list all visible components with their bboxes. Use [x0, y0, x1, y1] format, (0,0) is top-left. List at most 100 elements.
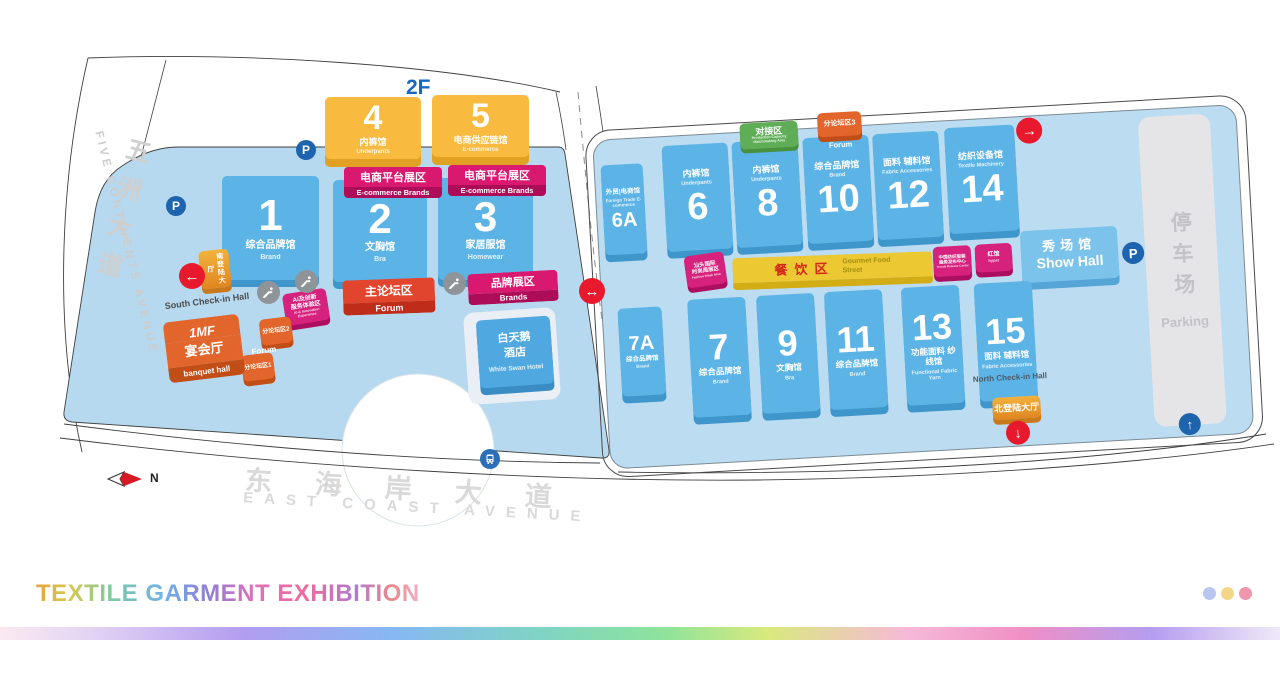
route-both-ways-arrow-icon: ↔	[579, 278, 605, 304]
hall-name-zh: 内裤馆	[682, 167, 710, 179]
parking-letter: P	[1128, 245, 1138, 261]
hall-number: 14	[960, 167, 1005, 212]
hall-9[interactable]: 9 文胸馆 Bra	[755, 292, 821, 414]
hall-7[interactable]: 7 综合品牌馆 Brand	[687, 296, 752, 418]
hall-13[interactable]: 13 功能面料 纱线馆 Functional Fabric Yarn	[900, 284, 966, 406]
hall-number: 15	[984, 309, 1027, 353]
hall-1[interactable]: 1 综合品牌馆 Brand	[222, 176, 319, 280]
zone-en: hyper	[988, 257, 1000, 264]
hall-8[interactable]: 内裤馆 Underpants 8	[731, 138, 804, 249]
banner-en: E-commerce Brands	[448, 185, 546, 196]
hall-number: 9	[776, 321, 799, 365]
hall-name-zh: 纺织设备馆	[957, 148, 1004, 162]
escalator-icon	[257, 281, 280, 304]
hall-name-en: Brand	[829, 172, 846, 179]
sub-forum-zh: 分论坛区1	[244, 361, 272, 372]
hotel-name-en: White Swan Hotel	[488, 362, 544, 374]
hall-name-zh: 文胸馆	[775, 361, 803, 374]
parking-icon: P	[296, 140, 316, 160]
hall-name-en: Brand	[849, 370, 866, 378]
hall-name-zh: 功能面料 纱线馆	[910, 345, 957, 367]
hall-number: 7	[707, 325, 730, 368]
ecommerce-banner-right: 电商平台展区 E-commerce Brands	[448, 165, 546, 196]
hall-name-zh: 综合品牌馆	[835, 357, 879, 370]
parking-letter: P	[301, 143, 310, 157]
hall-name-en: Underpants	[751, 175, 782, 184]
ecommerce-banner-left: 电商平台展区 E-commerce Brands	[344, 167, 442, 198]
footer-dot-blue	[1203, 587, 1216, 600]
food-street-zh: 餐饮区	[774, 260, 835, 278]
compass-north-label: N	[150, 471, 159, 485]
hall-12[interactable]: 面料 辅料馆 Fabric Accessories 12	[872, 130, 944, 241]
banner-en: E-commerce Brands	[344, 187, 442, 198]
hall-name-zh: 综合品牌馆	[698, 365, 742, 378]
route-left-arrow-icon: ←	[179, 263, 205, 289]
compass-icon	[106, 470, 142, 488]
hall-10[interactable]: 综合品牌馆 Brand 10	[802, 134, 875, 245]
hall-4[interactable]: 4 内裤馆 Underpants	[325, 97, 421, 159]
hall-number: 4	[363, 98, 383, 137]
matchmaking-zone[interactable]: 对接区 Production Capacity Matchmaking Area	[739, 120, 799, 150]
road-edge-top	[87, 56, 561, 93]
page-title: TEXTILE GARMENT EXHIBITION	[36, 580, 420, 607]
sub-forum-3[interactable]: 分论坛区3	[816, 110, 863, 138]
road-edge-south-1	[63, 423, 601, 464]
north-checkin-hall-block[interactable]: 北登陆大厅	[992, 395, 1042, 421]
hall-number: 6A	[611, 208, 638, 232]
floor-2f-label: 2F	[406, 76, 431, 99]
banquet-hall[interactable]: 1MF 宴会厅 banquet hall	[162, 313, 246, 384]
hall-5[interactable]: 5 电商供应链馆 E-commerce	[432, 95, 529, 157]
hall-number: 2	[368, 195, 392, 243]
hall-14[interactable]: 纺织设备馆 Textile Machinery 14	[943, 124, 1020, 235]
footer-dot-yellow	[1221, 587, 1234, 600]
hall-name-en: Fabric Accessories	[982, 361, 1033, 371]
brands-banner: 品牌展区 Brands	[467, 269, 559, 306]
sub-forum-zh: 分论坛区3	[823, 119, 856, 129]
hall-name-zh: 面料 辅料馆	[983, 349, 1030, 362]
fashion-week-zone[interactable]: 汕头国际 时尚周展区 Fashion Week Area	[683, 251, 728, 289]
trend-release-zone[interactable]: 中国纺织服装 趋势发布中心 Trends Release Center	[932, 245, 973, 278]
hotel-name-zh2: 酒店	[503, 346, 527, 360]
hall-number: 6	[686, 185, 710, 229]
zone-en: Trends Release Center	[936, 262, 969, 269]
banner-zh: 电商平台展区	[344, 167, 442, 187]
hall-name-en: E-commerce	[462, 146, 499, 153]
bus-station-icon	[480, 449, 500, 469]
escalator-icon	[443, 272, 466, 295]
zone-en2: Matchmaking Area	[753, 138, 786, 145]
hall-number: 5	[471, 96, 490, 135]
hall-6a[interactable]: 外贸|电商馆 Foreign Trade E-commerce 6A	[600, 163, 648, 256]
north-checkin-zh: 北登陆大厅	[993, 401, 1040, 414]
south-checkin-zh: 南登陆大厅	[206, 252, 226, 285]
red-hall-zone[interactable]: 红馆 hyper	[974, 242, 1013, 273]
hall-name-en: Underpants	[356, 148, 390, 155]
hall-name-en: Homewear	[467, 253, 504, 261]
hall-name-en: Brand	[636, 363, 650, 370]
hall-6[interactable]: 内裤馆 Underpants 6	[661, 142, 734, 252]
hall-name-zh: 内裤馆	[752, 163, 780, 175]
sub-forum-2[interactable]: 分论坛区2	[258, 316, 294, 346]
hall-name-en: Underpants	[681, 179, 713, 188]
parking-zh: 停车场	[1167, 210, 1196, 305]
parking-en: Parking	[1160, 312, 1210, 331]
right-venue-group: 停车场 Parking P ↑ 外贸|电商馆 Foreign Trade E-c…	[592, 103, 1255, 470]
hall-number: 7A	[628, 331, 655, 356]
hall-name-en: Brand	[712, 378, 729, 386]
show-hall[interactable]: 秀场馆 Show Hall	[1019, 225, 1120, 284]
footer-dot-pink	[1239, 587, 1252, 600]
hall-name-en: Bra	[784, 374, 795, 382]
hall-name-zh: 面料 辅料馆	[882, 154, 931, 168]
hall-name-zh: 综合品牌馆	[814, 158, 860, 172]
hall-number: 12	[886, 173, 931, 218]
white-swan-hotel[interactable]: 白天鹅 酒店 White Swan Hotel	[475, 315, 555, 389]
hall-number: 8	[756, 181, 780, 226]
hall-name-zh: 家居服馆	[465, 240, 506, 252]
food-street-en1: Gourmet Food	[842, 257, 891, 266]
road-edge-mid-right	[595, 85, 604, 133]
road-edge-south-3	[59, 437, 1275, 481]
hall-11[interactable]: 11 综合品牌馆 Brand	[823, 289, 889, 411]
hall-7a[interactable]: 7A 综合品牌馆 Brand	[617, 306, 667, 397]
main-forum-block[interactable]: 主论坛区 Forum	[342, 277, 436, 316]
food-street-en2: Street	[842, 266, 863, 274]
